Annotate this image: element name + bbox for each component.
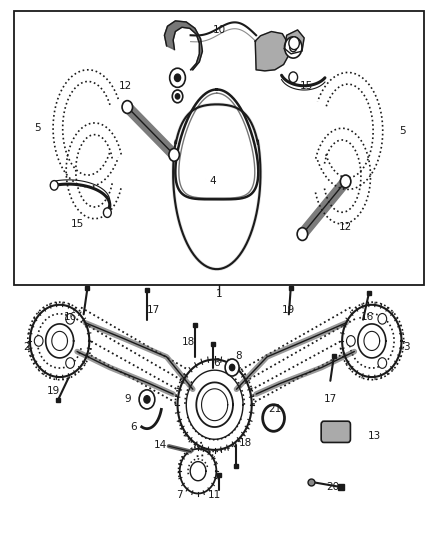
Text: 15: 15 <box>300 81 313 91</box>
Text: 7: 7 <box>177 490 183 500</box>
Text: 5: 5 <box>399 126 406 136</box>
Text: 19: 19 <box>46 386 60 397</box>
Text: 20: 20 <box>326 482 339 492</box>
Text: 5: 5 <box>35 123 41 133</box>
Circle shape <box>289 72 297 83</box>
Text: 9: 9 <box>124 394 131 405</box>
Circle shape <box>225 359 239 376</box>
Circle shape <box>175 94 180 99</box>
Circle shape <box>174 74 180 82</box>
Circle shape <box>172 90 183 103</box>
Circle shape <box>289 37 299 50</box>
Text: 6: 6 <box>213 358 220 368</box>
Circle shape <box>230 365 235 370</box>
Circle shape <box>122 101 133 114</box>
Circle shape <box>378 358 387 368</box>
Text: 17: 17 <box>147 305 160 315</box>
Polygon shape <box>164 21 202 70</box>
Text: 15: 15 <box>71 219 84 229</box>
Text: 21: 21 <box>268 404 282 414</box>
Text: 6: 6 <box>131 422 137 432</box>
Text: 3: 3 <box>403 342 410 352</box>
Text: 11: 11 <box>208 490 221 500</box>
Text: 12: 12 <box>339 222 352 232</box>
Circle shape <box>66 358 74 368</box>
Text: 18: 18 <box>239 438 252 448</box>
Text: 10: 10 <box>212 25 226 35</box>
Text: 16: 16 <box>64 312 77 322</box>
Circle shape <box>144 395 150 403</box>
Circle shape <box>170 68 185 87</box>
Polygon shape <box>285 30 304 54</box>
FancyBboxPatch shape <box>321 421 350 442</box>
Text: 1: 1 <box>215 289 223 299</box>
Polygon shape <box>255 31 289 71</box>
Text: 13: 13 <box>367 431 381 441</box>
Text: 19: 19 <box>282 305 296 315</box>
Text: 2: 2 <box>24 342 30 352</box>
Bar <box>14 11 424 285</box>
Text: 17: 17 <box>324 394 337 405</box>
Text: 14: 14 <box>153 440 167 450</box>
Circle shape <box>50 181 58 190</box>
Circle shape <box>378 313 387 324</box>
Text: 8: 8 <box>235 351 242 361</box>
Circle shape <box>169 149 180 161</box>
Circle shape <box>346 336 355 346</box>
Circle shape <box>139 390 155 409</box>
Circle shape <box>297 228 307 240</box>
Text: 18: 18 <box>182 337 195 347</box>
Circle shape <box>340 175 351 188</box>
Circle shape <box>66 313 74 324</box>
Text: 12: 12 <box>119 81 132 91</box>
Circle shape <box>103 208 111 217</box>
Text: 4: 4 <box>209 176 216 187</box>
Circle shape <box>290 43 297 52</box>
Circle shape <box>263 405 285 431</box>
Circle shape <box>34 336 43 346</box>
Text: 16: 16 <box>361 312 374 322</box>
Circle shape <box>285 37 302 58</box>
